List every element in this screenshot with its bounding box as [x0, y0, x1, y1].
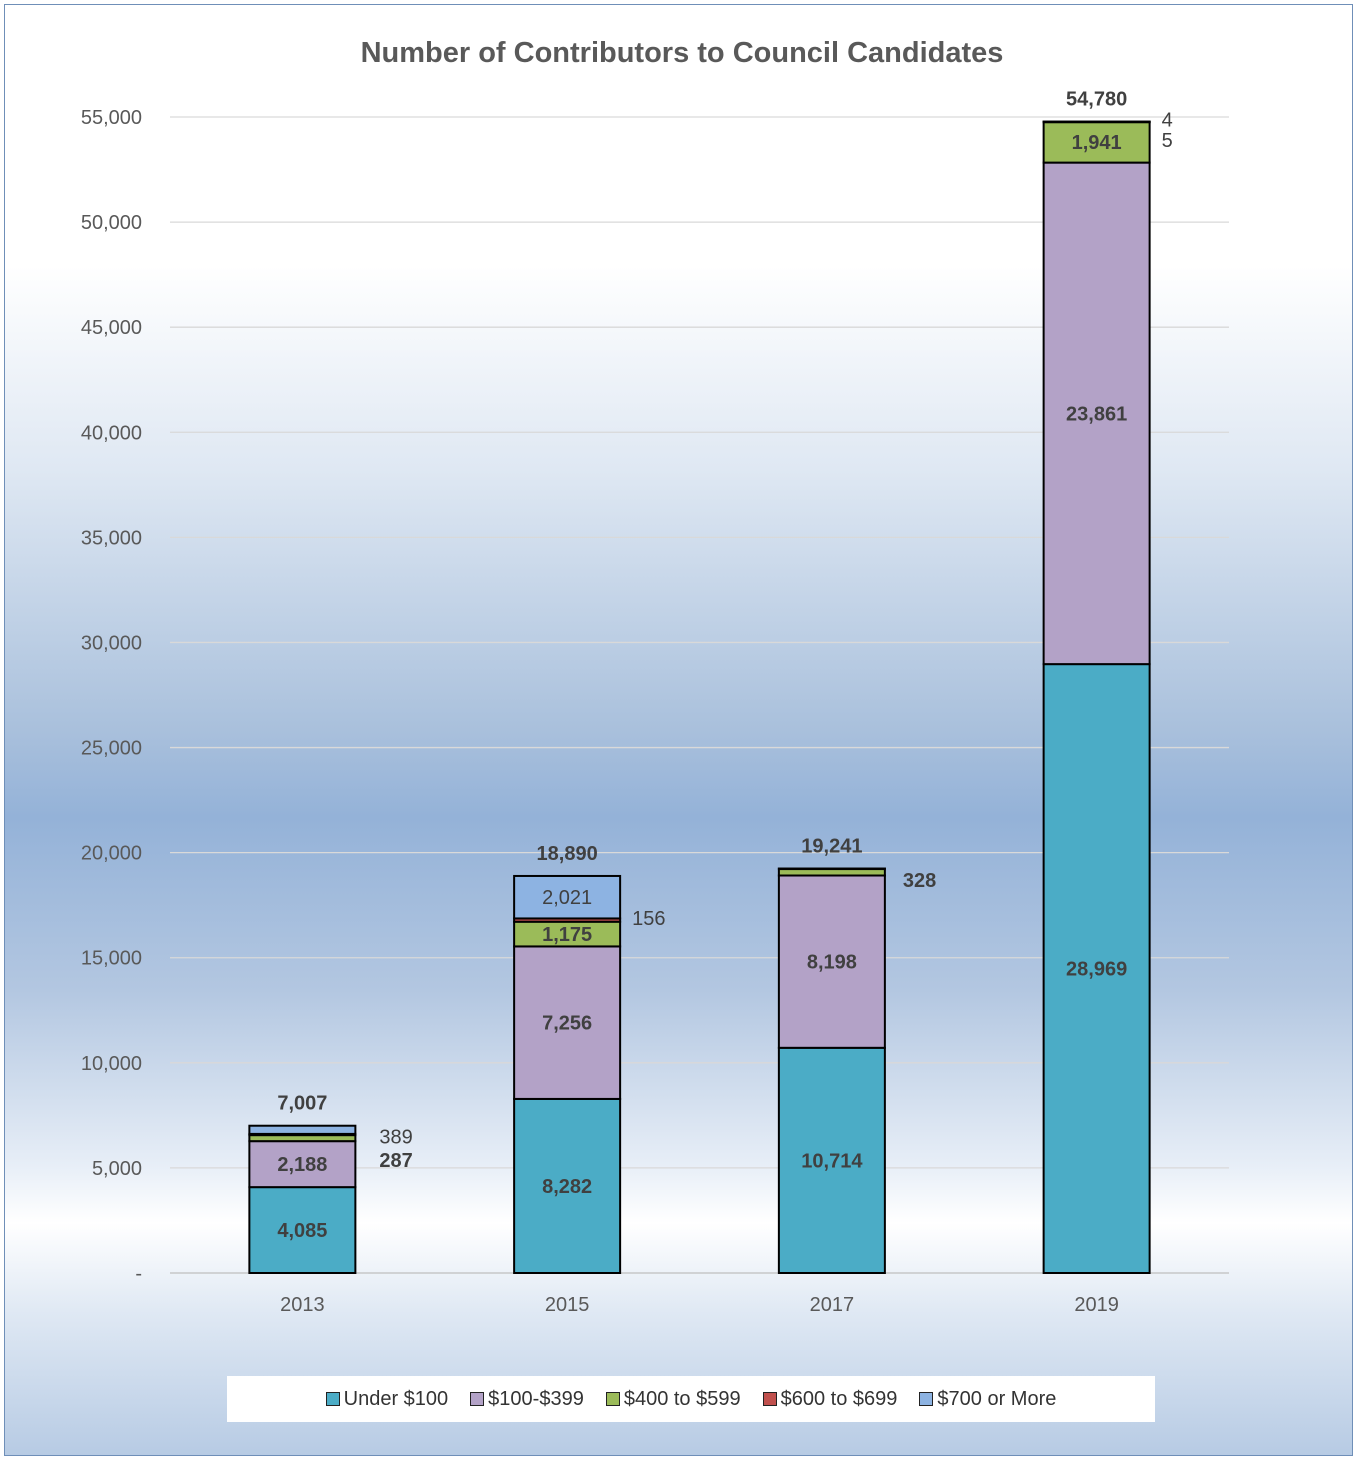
y-tick-label: 20,000 [81, 843, 142, 865]
x-tick-label: 2013 [280, 1294, 325, 1316]
data-label: 8,198 [807, 952, 857, 974]
data-label: 2,021 [542, 887, 592, 909]
data-label: 389 [379, 1127, 412, 1149]
chart-frame: Number of Contributors to Council Candid… [4, 4, 1353, 1456]
y-tick-label: 45,000 [81, 317, 142, 339]
legend-item: $700 or More [919, 1388, 1056, 1411]
data-label: 8,282 [542, 1176, 592, 1198]
data-label: 1,941 [1072, 132, 1122, 154]
y-tick-label: - [135, 1263, 142, 1285]
legend-item: $400 to $599 [605, 1387, 741, 1411]
legend-swatch [470, 1392, 485, 1406]
bars [248, 120, 1151, 1275]
data-label: 4,085 [277, 1220, 327, 1242]
data-label: 5 [1162, 130, 1173, 152]
y-tick-label: 50,000 [81, 212, 142, 234]
y-tick-label: 10,000 [81, 1053, 142, 1075]
legend-label: $400 to $599 [623, 1387, 741, 1410]
bar-segment [1042, 663, 1151, 1274]
legend-label: $700 or More [937, 1387, 1057, 1410]
bar-segment [513, 1097, 622, 1274]
legend: Under $100 $100-$399 $400 to $599 $600 to $… [227, 1376, 1155, 1422]
data-label: 2,188 [277, 1154, 327, 1176]
total-label: 19,241 [801, 836, 862, 858]
x-tick-label: 2019 [1074, 1294, 1119, 1316]
stacked-bar-chart: Number of Contributors to Council Candid… [81, 37, 1229, 1316]
legend-swatch [605, 1392, 620, 1406]
x-tick-label: 2017 [810, 1294, 855, 1316]
total-label: 18,890 [537, 843, 598, 865]
bar-segment [1042, 120, 1151, 124]
legend-swatch [762, 1392, 777, 1406]
y-tick-label: 15,000 [81, 948, 142, 970]
data-label: 287 [379, 1150, 412, 1172]
y-tick-label: 30,000 [81, 632, 142, 654]
data-label: 156 [632, 908, 665, 930]
data-label: 28,969 [1066, 959, 1127, 981]
legend-item: Under $100 [325, 1387, 449, 1411]
total-label: 7,007 [277, 1093, 327, 1115]
legend-item: $600 to $699 [762, 1387, 898, 1411]
x-axis: 2013 2015 2017 2019 [280, 1294, 1119, 1316]
data-label: 4 [1162, 110, 1173, 132]
legend-label: $100-$399 [488, 1387, 584, 1410]
legend-label: Under $100 [343, 1387, 449, 1410]
chart-title: Number of Contributors to Council Candid… [361, 37, 1004, 69]
y-tick-label: 35,000 [81, 527, 142, 549]
y-tick-label: 5,000 [92, 1158, 142, 1180]
legend-swatch [919, 1392, 934, 1406]
bar-segment [1042, 120, 1151, 164]
data-label: 328 [903, 870, 936, 892]
y-tick-label: 25,000 [81, 738, 142, 760]
bar-segment [777, 874, 886, 1049]
bar-segment [777, 867, 886, 871]
data-label: 7,256 [542, 1013, 592, 1035]
x-tick-label: 2015 [545, 1294, 590, 1316]
data-label: 10,714 [801, 1150, 863, 1172]
legend-swatch [325, 1392, 340, 1406]
y-axis: - 5,000 10,000 15,000 20,000 25,000 30,000 35,0… [81, 107, 142, 1285]
bar-segment [513, 945, 622, 1100]
bar-segment [248, 1124, 357, 1135]
legend-label: $600 to $699 [780, 1387, 898, 1410]
bar-segment [513, 874, 622, 920]
bar-segment [1042, 161, 1151, 666]
data-label: 1,175 [542, 924, 592, 946]
legend-item: $100-$399 [470, 1388, 584, 1411]
data-label: 23,861 [1066, 403, 1127, 425]
total-label: 54,780 [1066, 89, 1127, 111]
y-tick-label: 40,000 [81, 422, 142, 444]
bar-segment [248, 1186, 357, 1275]
y-tick-label: 55,000 [81, 107, 142, 129]
